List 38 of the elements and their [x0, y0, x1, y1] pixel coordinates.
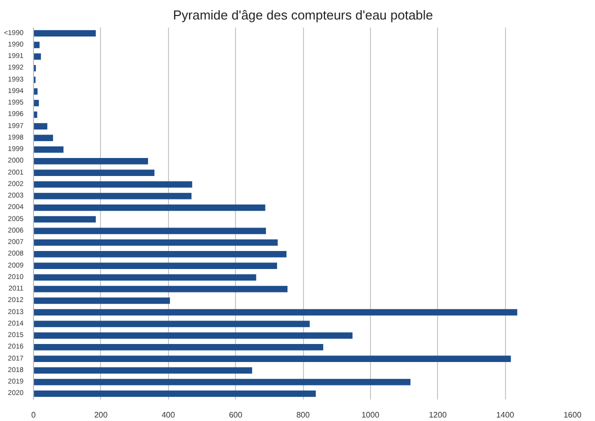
bar: [34, 30, 96, 37]
bar: [34, 42, 40, 48]
bar: [34, 100, 39, 106]
bar: [34, 204, 266, 211]
bar: [34, 309, 518, 316]
bar: [34, 332, 353, 339]
x-tick-label: 400: [162, 410, 176, 420]
bar: [34, 192, 192, 200]
bar: [34, 320, 310, 328]
bar: [34, 250, 286, 258]
bar: [34, 146, 64, 153]
bar: [34, 390, 316, 397]
x-tick-label: 0: [31, 410, 36, 420]
bar: [34, 286, 288, 292]
bar: [34, 378, 410, 386]
x-tick-label: 1000: [361, 410, 380, 420]
bar: [34, 262, 278, 270]
bar: [34, 216, 96, 223]
bar: [34, 367, 252, 374]
bar: [34, 356, 511, 362]
bar: [34, 158, 148, 164]
x-tick-label: 1400: [496, 410, 515, 420]
bar: [34, 170, 154, 176]
chart-title: Pyramide d'âge des compteurs d'eau potable: [172, 8, 434, 22]
bar: [34, 228, 266, 234]
bar: [34, 274, 256, 281]
bar: [34, 123, 48, 130]
x-tick-label: 600: [228, 410, 243, 420]
x-tick-label: 1200: [428, 410, 448, 420]
bar: [34, 181, 192, 188]
bar: [34, 239, 278, 246]
x-tick-label: 800: [296, 410, 310, 420]
bar: [34, 134, 54, 142]
x-tick-label: 1600: [564, 410, 582, 420]
bar: [34, 53, 41, 60]
bar: [34, 297, 170, 304]
x-tick-label: 200: [94, 410, 108, 420]
bar: [34, 344, 324, 350]
